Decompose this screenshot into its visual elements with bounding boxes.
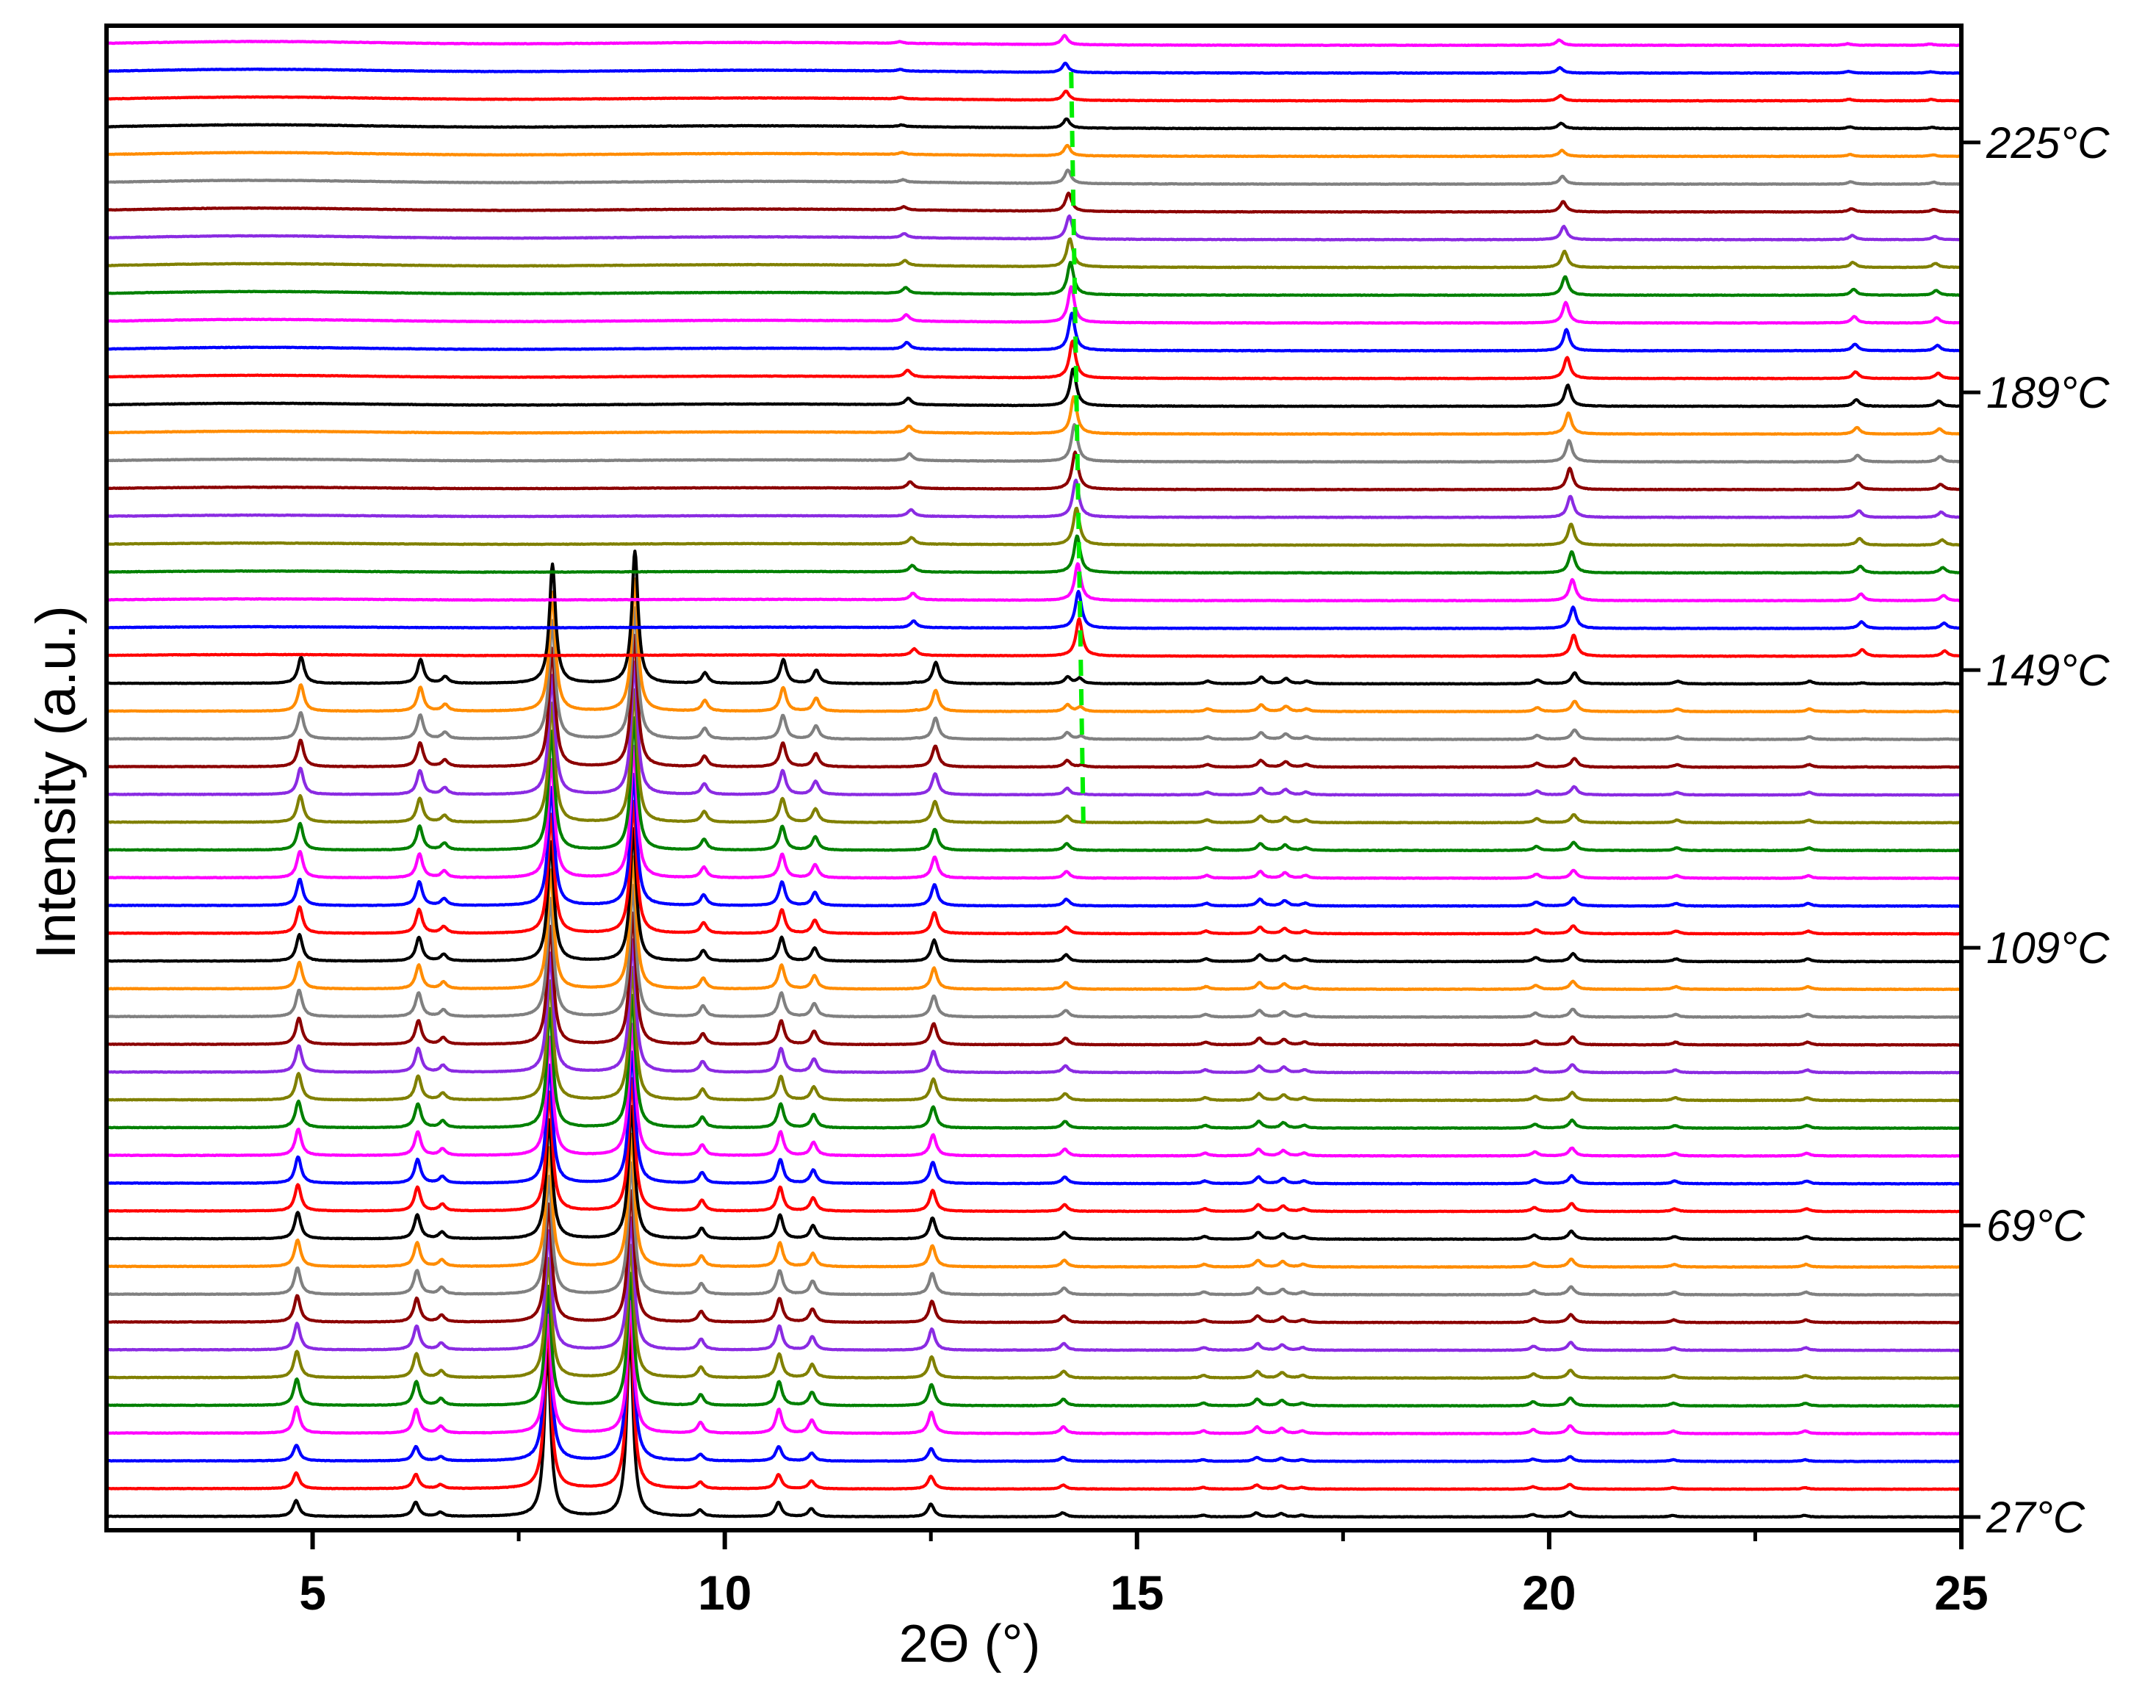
series-line-167C: [106, 506, 1962, 547]
series-line-183C: [106, 394, 1962, 436]
series-line-63C: [106, 1132, 1962, 1269]
series-line-207C: [106, 237, 1962, 270]
series-line-131C: [106, 660, 1962, 797]
series-line-187C: [106, 367, 1962, 408]
series-line-215C: [106, 191, 1962, 214]
series-line-43C: [106, 1272, 1962, 1408]
series-line-179C: [106, 422, 1962, 464]
series-line-79C: [106, 1023, 1962, 1158]
series-line-103C: [106, 855, 1962, 992]
series-line-75C: [106, 1050, 1962, 1186]
series-line-223C: [106, 143, 1962, 159]
series-line-147C: [106, 549, 1962, 686]
series-line-175C: [106, 450, 1962, 491]
series-line-27C: [106, 1329, 1962, 1519]
temp-label-27: 27°C: [1986, 1493, 2085, 1542]
marker-layer: [1069, 60, 1086, 824]
series-line-99C: [106, 884, 1962, 1019]
series-line-231C: [106, 89, 1962, 103]
series-line-151C: [106, 617, 1963, 658]
series-line-211C: [106, 214, 1962, 242]
series-line-123C: [106, 716, 1963, 853]
series-line-71C: [106, 1077, 1962, 1214]
series-line-135C: [106, 633, 1963, 769]
temperature-labels: 27°C 69°C 109°C 149°C 189°C 225°C: [1961, 118, 2110, 1542]
series-line-119C: [106, 744, 1962, 880]
temp-label-225: 225°C: [1986, 118, 2110, 167]
series-line-115C: [106, 772, 1962, 908]
series-line-143C: [106, 577, 1962, 714]
series-line-59C: [106, 1161, 1962, 1297]
x-tick-label-10: 10: [698, 1565, 751, 1620]
series-line-227C: [106, 117, 1962, 131]
x-axis-title: 2Θ (°): [899, 1615, 1041, 1673]
x-tick-label-25: 25: [1934, 1565, 1988, 1620]
series-line-55C: [106, 1189, 1962, 1325]
series-line-219C: [105, 168, 1962, 186]
series-line-171C: [106, 478, 1962, 519]
series-line-51C: [106, 1216, 1962, 1352]
series-line-91C: [106, 938, 1962, 1075]
x-tick-label-15: 15: [1110, 1565, 1164, 1620]
series-line-195C: [106, 311, 1962, 353]
series-line-199C: [106, 285, 1962, 325]
series-line-235C: [106, 61, 1962, 75]
series-line-107C: [106, 826, 1962, 964]
x-tick-label-20: 20: [1522, 1565, 1576, 1620]
series-line-35C: [106, 1275, 1962, 1463]
temp-label-109: 109°C: [1986, 923, 2110, 973]
series-line-31C: [106, 1302, 1962, 1491]
series-line-239C: [106, 34, 1962, 48]
plot-frame: [104, 24, 1964, 1532]
x-axis: 5 10 15 20 25: [299, 1530, 1989, 1620]
series-line-87C: [106, 965, 1962, 1103]
series-line-159C: [106, 562, 1962, 603]
series-line-83C: [106, 993, 1962, 1131]
series-line-127C: [106, 688, 1962, 825]
temp-label-149: 149°C: [1986, 646, 2110, 695]
x-tick-label-5: 5: [299, 1565, 326, 1620]
series-line-163C: [106, 534, 1962, 575]
series-line-47C: [106, 1244, 1962, 1380]
series-line-155C: [106, 589, 1962, 630]
temp-label-189: 189°C: [1986, 368, 2110, 417]
series-line-191C: [106, 339, 1962, 381]
green-guide-line: [1069, 60, 1086, 824]
series-line-95C: [106, 911, 1962, 1047]
series-line-67C: [106, 1105, 1962, 1242]
series-line-39C: [106, 1300, 1962, 1435]
series-layer: [105, 34, 1963, 1519]
series-line-139C: [106, 606, 1962, 741]
temp-label-69: 69°C: [1986, 1201, 2085, 1250]
y-axis-title: Intensity (a.u.): [25, 605, 87, 959]
series-line-111C: [106, 799, 1963, 936]
series-line-203C: [106, 261, 1962, 298]
